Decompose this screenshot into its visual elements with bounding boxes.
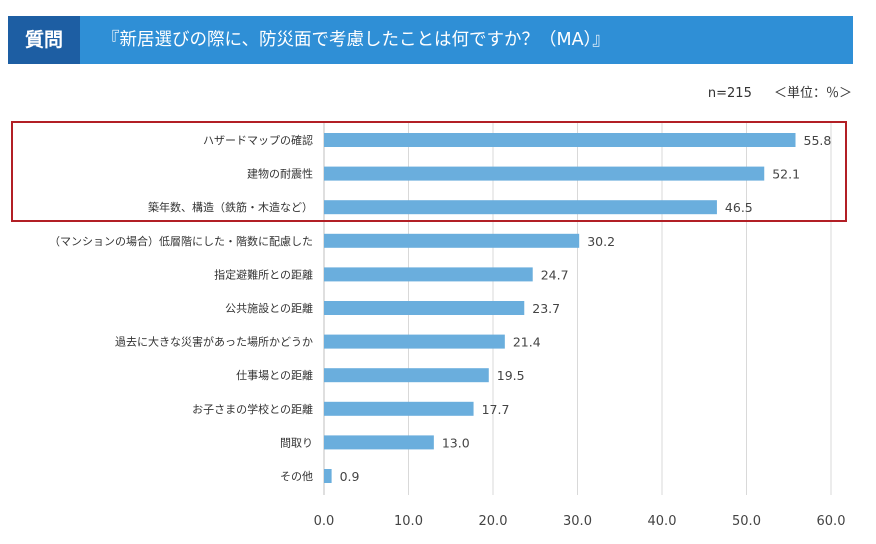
value-label: 23.7 [532,301,560,316]
category-label: ハザードマップの確認 [203,133,313,147]
bar [324,166,765,181]
bar [324,301,525,315]
value-label: 24.7 [541,267,569,282]
bar [324,334,505,349]
category-label: 指定避難所との距離 [214,267,313,281]
bar [324,435,434,450]
x-tick-label: 10.0 [394,514,423,529]
bar [324,469,332,483]
bar [324,233,580,248]
category-label: 仕事場との距離 [236,368,313,382]
question-tag: 質問 [8,16,80,64]
x-tick-label: 30.0 [563,514,592,529]
category-label: その他 [280,470,313,483]
x-tick-label: 0.0 [314,514,335,529]
category-label: 間取り [280,436,313,449]
unit-label: ＜単位：％＞ [773,86,852,101]
bar [324,200,717,215]
category-label: 過去に大きな災害があった場所かどうか [115,335,313,349]
x-tick-label: 20.0 [479,514,508,529]
bar [324,267,533,282]
category-label: （マンションの場合）低層階にした・階数に配慮した [49,234,313,248]
value-label: 21.4 [513,335,541,350]
x-tick-label: 40.0 [648,514,677,529]
value-label: 0.9 [340,469,360,484]
value-label: 46.5 [725,200,753,215]
category-label: 建物の耐震性 [247,167,313,181]
category-label: お子さまの学校との距離 [192,402,313,416]
value-label: 30.2 [587,234,615,249]
value-label: 19.5 [497,368,525,383]
category-label: 公共施設との距離 [225,301,313,315]
question-title: 『新居選びの際に、防災面で考慮したことは何ですか？（MA）』 [102,30,610,50]
category-label: 築年数、構造（鉄筋・木造など） [148,200,313,214]
value-label: 17.7 [482,402,510,417]
value-label: 13.0 [442,435,470,450]
value-label: 55.8 [804,133,832,148]
value-label: 52.1 [772,167,800,182]
question-header: 質問 『新居選びの際に、防災面で考慮したことは何ですか？（MA）』 [8,16,853,64]
bar [324,401,474,416]
bar [324,133,796,147]
x-tick-label: 60.0 [817,514,846,529]
sample-info: n=215 ＜単位：％＞ [690,82,852,101]
sample-size: n=215 [707,86,752,101]
x-tick-label: 50.0 [732,514,761,529]
highlight-frame [11,121,847,222]
bar [324,368,489,383]
